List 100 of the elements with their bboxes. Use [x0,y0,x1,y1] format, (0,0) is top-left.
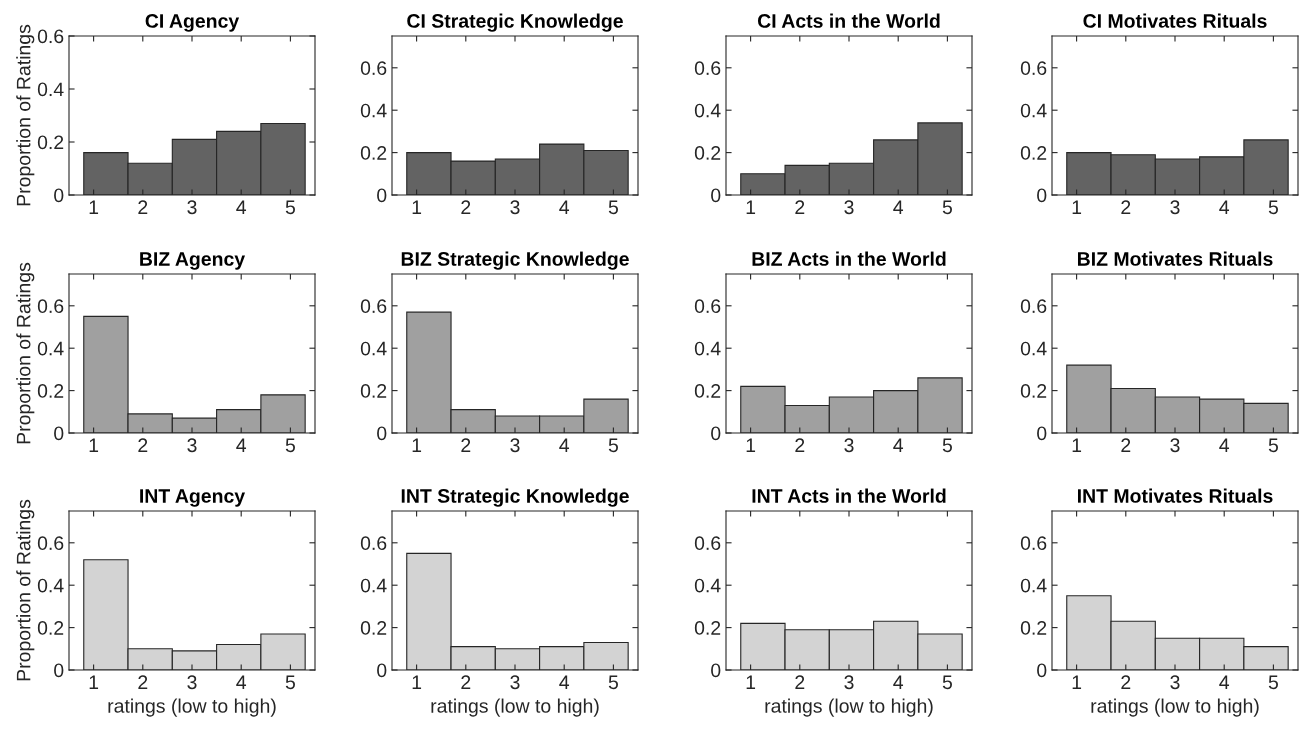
x-tick-label: 4 [893,438,904,452]
x-tick-label: 3 [187,675,197,690]
y-tick-label: 0.4 [1020,578,1047,593]
x-tick-label: 4 [559,675,570,689]
y-tick-label: 0.4 [1020,103,1047,118]
y-tick-label: 0.2 [37,384,64,398]
x-tick-label: 5 [942,200,952,215]
y-tick-label: 0.6 [694,536,721,551]
x-tick-label: 1 [1072,675,1082,689]
y-tick-label: 0.4 [694,578,721,593]
y-tick-label: 0.2 [694,384,721,398]
chart-title: INT Strategic Knowledge [401,488,629,507]
y-axis-title: Proportion of Ratings [16,499,35,681]
y-axis-title: Proportion of Ratings [16,262,35,444]
x-tick-label: 1 [412,200,422,214]
x-tick-label: 4 [236,200,247,214]
x-tick-label: 3 [510,200,520,215]
y-tick-label: 0.2 [360,384,387,398]
chart-title: INT Agency [140,489,246,507]
x-tick-label: 5 [285,675,295,690]
y-tick-label: 0 [711,426,721,441]
y-tick-label: 0.2 [37,621,64,635]
x-tick-label: 2 [138,438,148,452]
chart-title: INT Acts in the World [752,488,946,503]
y-axis-title: Proportion of Ratings [16,24,35,206]
x-tick-label: 2 [1121,675,1131,689]
x-tick-label: 3 [1170,675,1180,690]
x-tick-label: 4 [559,438,570,452]
y-tick-label: 0.6 [360,61,387,76]
y-tick-label: 0 [377,426,387,441]
chart-title: INT Motivates Rituals [1077,488,1273,503]
x-tick-label: 3 [1170,200,1180,215]
x-tick-label: 2 [1121,438,1131,452]
y-tick-label: 0.6 [1020,299,1047,314]
y-tick-label: 0.4 [37,341,64,356]
x-tick-label: 2 [138,200,148,214]
y-tick-label: 0 [1037,663,1047,678]
x-tick-label: 2 [795,675,805,689]
x-tick-label: 1 [89,200,99,214]
chart-title: CI Motivates Rituals [1083,13,1267,28]
x-tick-label: 1 [1072,438,1082,452]
x-tick-label: 5 [608,200,618,215]
y-tick-label: 0.2 [1020,146,1047,160]
y-tick-label: 0.4 [37,578,64,593]
y-tick-label: 0.2 [694,621,721,635]
x-tick-label: 5 [942,675,952,690]
x-tick-label: 2 [461,675,471,689]
x-tick-label: 3 [510,438,520,453]
chart-title: CI Agency [145,14,240,32]
x-tick-label: 5 [285,200,295,215]
x-tick-label: 1 [412,438,422,452]
x-axis-title: ratings (low to high) [765,698,933,717]
x-tick-label: 5 [608,675,618,690]
chart-title: CI Acts in the World [757,13,940,28]
y-tick-label: 0 [54,663,64,678]
x-axis-title: ratings (low to high) [1091,698,1259,717]
x-tick-label: 3 [844,675,854,690]
x-tick-label: 2 [795,200,805,214]
x-tick-label: 1 [746,675,756,689]
y-tick-label: 0.2 [1020,621,1047,635]
y-tick-label: 0 [54,426,64,441]
x-axis-title: ratings (low to high) [431,698,599,717]
chart-title: CI Strategic Knowledge [407,13,623,32]
y-tick-label: 0.6 [694,299,721,314]
y-tick-label: 0.6 [360,299,387,314]
x-tick-label: 2 [461,200,471,214]
x-tick-label: 2 [138,675,148,689]
x-tick-label: 4 [559,200,570,214]
y-tick-label: 0.4 [694,103,721,118]
x-tick-label: 2 [1121,200,1131,214]
x-tick-label: 1 [746,200,756,214]
x-tick-label: 1 [1072,200,1082,214]
x-tick-label: 3 [187,438,197,453]
x-tick-label: 5 [608,438,618,453]
y-tick-label: 0.2 [37,135,64,150]
x-tick-label: 5 [285,438,295,453]
y-tick-label: 0 [377,188,387,203]
x-tick-label: 4 [1219,675,1230,689]
y-tick-label: 0.4 [1020,341,1047,356]
y-tick-label: 0 [377,663,387,678]
x-tick-label: 2 [461,438,471,452]
x-tick-label: 4 [236,438,247,452]
y-tick-label: 0 [711,188,721,203]
x-axis-title: ratings (low to high) [108,698,276,717]
x-tick-label: 4 [893,200,904,214]
y-tick-label: 0.4 [360,341,387,356]
x-tick-label: 4 [236,675,247,689]
y-tick-label: 0.2 [360,621,387,635]
x-tick-label: 3 [1170,438,1180,453]
y-tick-label: 0.4 [37,82,64,97]
chart-title: BIZ Acts in the World [752,251,946,266]
y-tick-label: 0 [711,663,721,678]
chart-title: BIZ Agency [140,252,246,270]
x-tick-label: 4 [1219,438,1230,452]
y-tick-label: 0.6 [1020,61,1047,76]
x-tick-label: 2 [795,438,805,452]
y-tick-label: 0.4 [360,578,387,593]
x-tick-label: 1 [89,438,99,452]
y-tick-label: 0.4 [694,341,721,356]
x-tick-label: 3 [844,200,854,215]
